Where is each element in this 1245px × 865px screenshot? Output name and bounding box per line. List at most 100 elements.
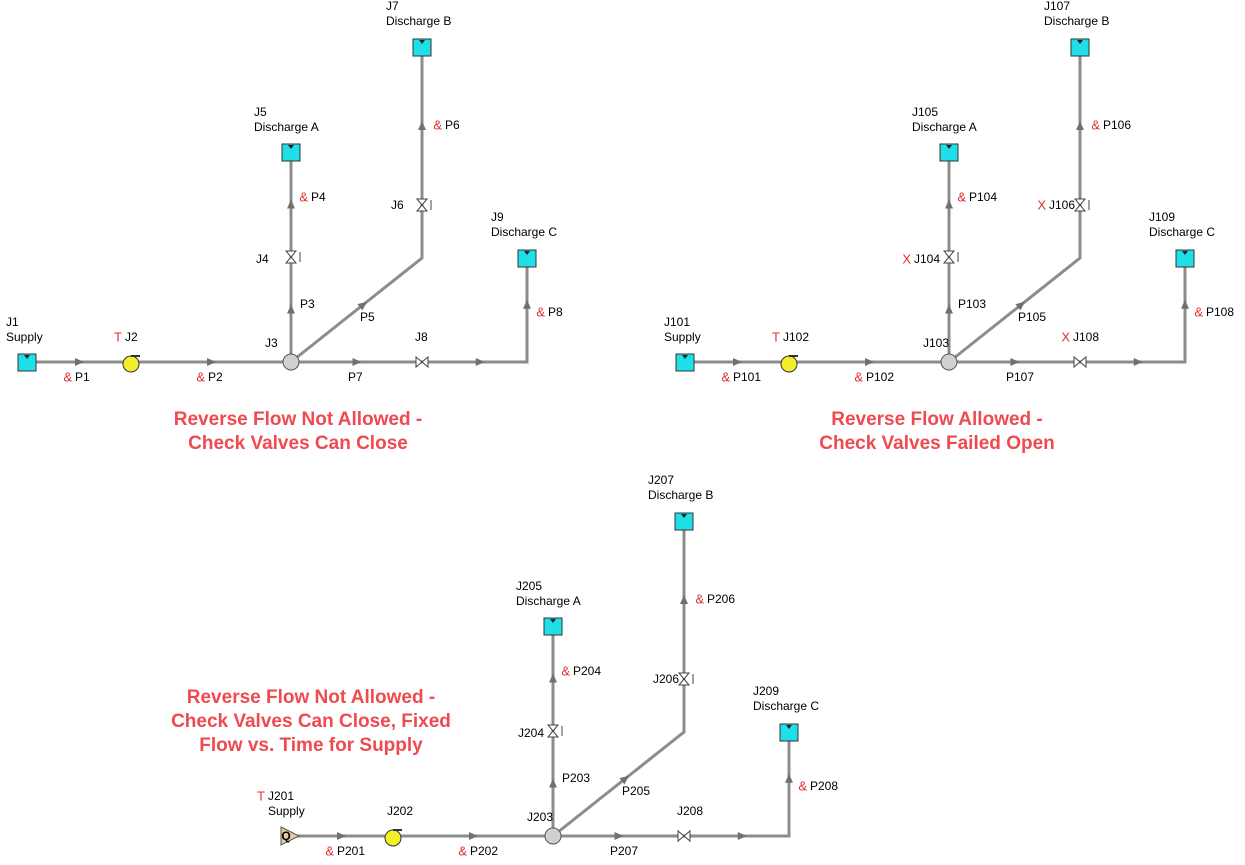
pipe-label: P3 xyxy=(300,297,315,311)
pipe-flag: & xyxy=(1091,117,1100,132)
node-label: J209 xyxy=(753,684,779,698)
reservoir-level xyxy=(1077,40,1083,44)
node-name: Supply xyxy=(6,330,43,344)
node-name: Discharge B xyxy=(1044,14,1109,28)
pipe-label: P106 xyxy=(1103,118,1131,132)
check-valve xyxy=(415,355,429,369)
pipe xyxy=(1080,258,1187,364)
reservoir xyxy=(412,38,432,57)
node-label: J5 xyxy=(254,105,267,119)
reservoir xyxy=(543,617,563,636)
reservoir-level xyxy=(524,251,530,255)
reservoir-level xyxy=(946,145,952,149)
scenario-title: Check Valves Can Close xyxy=(188,433,408,454)
flow-arrow xyxy=(785,773,793,783)
node-flag: T xyxy=(772,329,780,344)
scenario-title: Reverse Flow Allowed - xyxy=(831,409,1043,430)
flow-arrow xyxy=(75,358,84,366)
scenario-title: Reverse Flow Not Allowed - xyxy=(174,409,422,430)
node-label: J3 xyxy=(265,336,278,350)
pipe-label: P104 xyxy=(969,190,997,204)
check-valve xyxy=(677,829,691,843)
pipe-flag: & xyxy=(536,304,545,319)
node-label: J104 xyxy=(914,252,940,266)
node-label: J108 xyxy=(1073,330,1099,344)
pipe-label: P5 xyxy=(360,310,375,324)
reservoir-level xyxy=(288,145,294,149)
node-name: Discharge A xyxy=(254,120,319,134)
check-valve xyxy=(942,250,956,264)
pipe-label: P107 xyxy=(1006,370,1034,384)
reservoir-level xyxy=(682,355,688,359)
pump xyxy=(384,829,402,847)
pipe-label: P101 xyxy=(733,370,761,384)
pump xyxy=(780,355,798,373)
flow-source-symbol: Q xyxy=(281,829,290,843)
pipe xyxy=(684,732,791,838)
node-label: J202 xyxy=(387,804,413,818)
check-valve xyxy=(1073,355,1087,369)
node-label: J206 xyxy=(653,672,679,686)
pump xyxy=(122,355,140,373)
node-label: J204 xyxy=(518,726,544,740)
node-label: J1 xyxy=(6,315,19,329)
pipe-label: P102 xyxy=(866,370,894,384)
flow-arrow xyxy=(945,304,953,314)
node-label: J109 xyxy=(1149,210,1175,224)
flow-arrow xyxy=(1015,301,1025,311)
node-flag: T xyxy=(114,329,122,344)
reservoir-level xyxy=(681,514,687,518)
pipe xyxy=(422,258,529,364)
pipe-label: P202 xyxy=(470,844,498,858)
node-flag: X xyxy=(1061,329,1070,344)
check-valve xyxy=(677,672,691,686)
branch xyxy=(282,353,300,371)
reservoir xyxy=(939,143,959,162)
reservoir xyxy=(281,143,301,162)
node-name: Discharge C xyxy=(1149,225,1215,239)
flow-arrow xyxy=(357,301,367,311)
node-flag: T xyxy=(257,788,265,803)
check-valve xyxy=(284,250,298,264)
node-label: J4 xyxy=(256,252,269,266)
flow-arrow xyxy=(619,775,629,785)
pipe-label: P7 xyxy=(348,370,363,384)
node-label: J2 xyxy=(125,330,138,344)
pipe-label: P105 xyxy=(1018,310,1046,324)
pipe-flag: & xyxy=(299,189,308,204)
pipe-label: P201 xyxy=(337,844,365,858)
node-label: J105 xyxy=(912,105,938,119)
branch xyxy=(544,827,562,845)
flow-arrow xyxy=(1010,358,1020,366)
flow-arrow xyxy=(352,358,362,366)
reservoir xyxy=(779,723,799,742)
flow-arrow xyxy=(1133,358,1143,366)
scenario-title: Check Valves Failed Open xyxy=(819,433,1055,454)
pipe xyxy=(948,205,1082,364)
check-valve xyxy=(1073,198,1087,212)
pipe-label: P1 xyxy=(75,370,90,384)
node-flag: X xyxy=(902,251,911,266)
node-label: J8 xyxy=(415,330,428,344)
node-name: Supply xyxy=(268,804,305,818)
scenario-title: Check Valves Can Close, Fixed xyxy=(171,711,451,732)
pipe xyxy=(290,205,424,364)
scenario-title: Reverse Flow Not Allowed - xyxy=(187,687,435,708)
reservoir-level xyxy=(1182,251,1188,255)
flow-arrow xyxy=(680,595,688,604)
pipe-flag: & xyxy=(721,369,730,384)
node-name: Discharge A xyxy=(912,120,977,134)
pipe-flag: & xyxy=(325,843,334,858)
flow-arrow xyxy=(418,121,426,130)
scenario-title: Flow vs. Time for Supply xyxy=(199,735,423,756)
pipe-flag: & xyxy=(458,843,467,858)
flow-arrow xyxy=(469,832,478,840)
pipe-label: P206 xyxy=(707,592,735,606)
flow-arrow xyxy=(733,358,742,366)
pipe-label: P208 xyxy=(810,779,838,793)
pipe-flag: & xyxy=(63,369,72,384)
flow-arrow xyxy=(614,832,624,840)
